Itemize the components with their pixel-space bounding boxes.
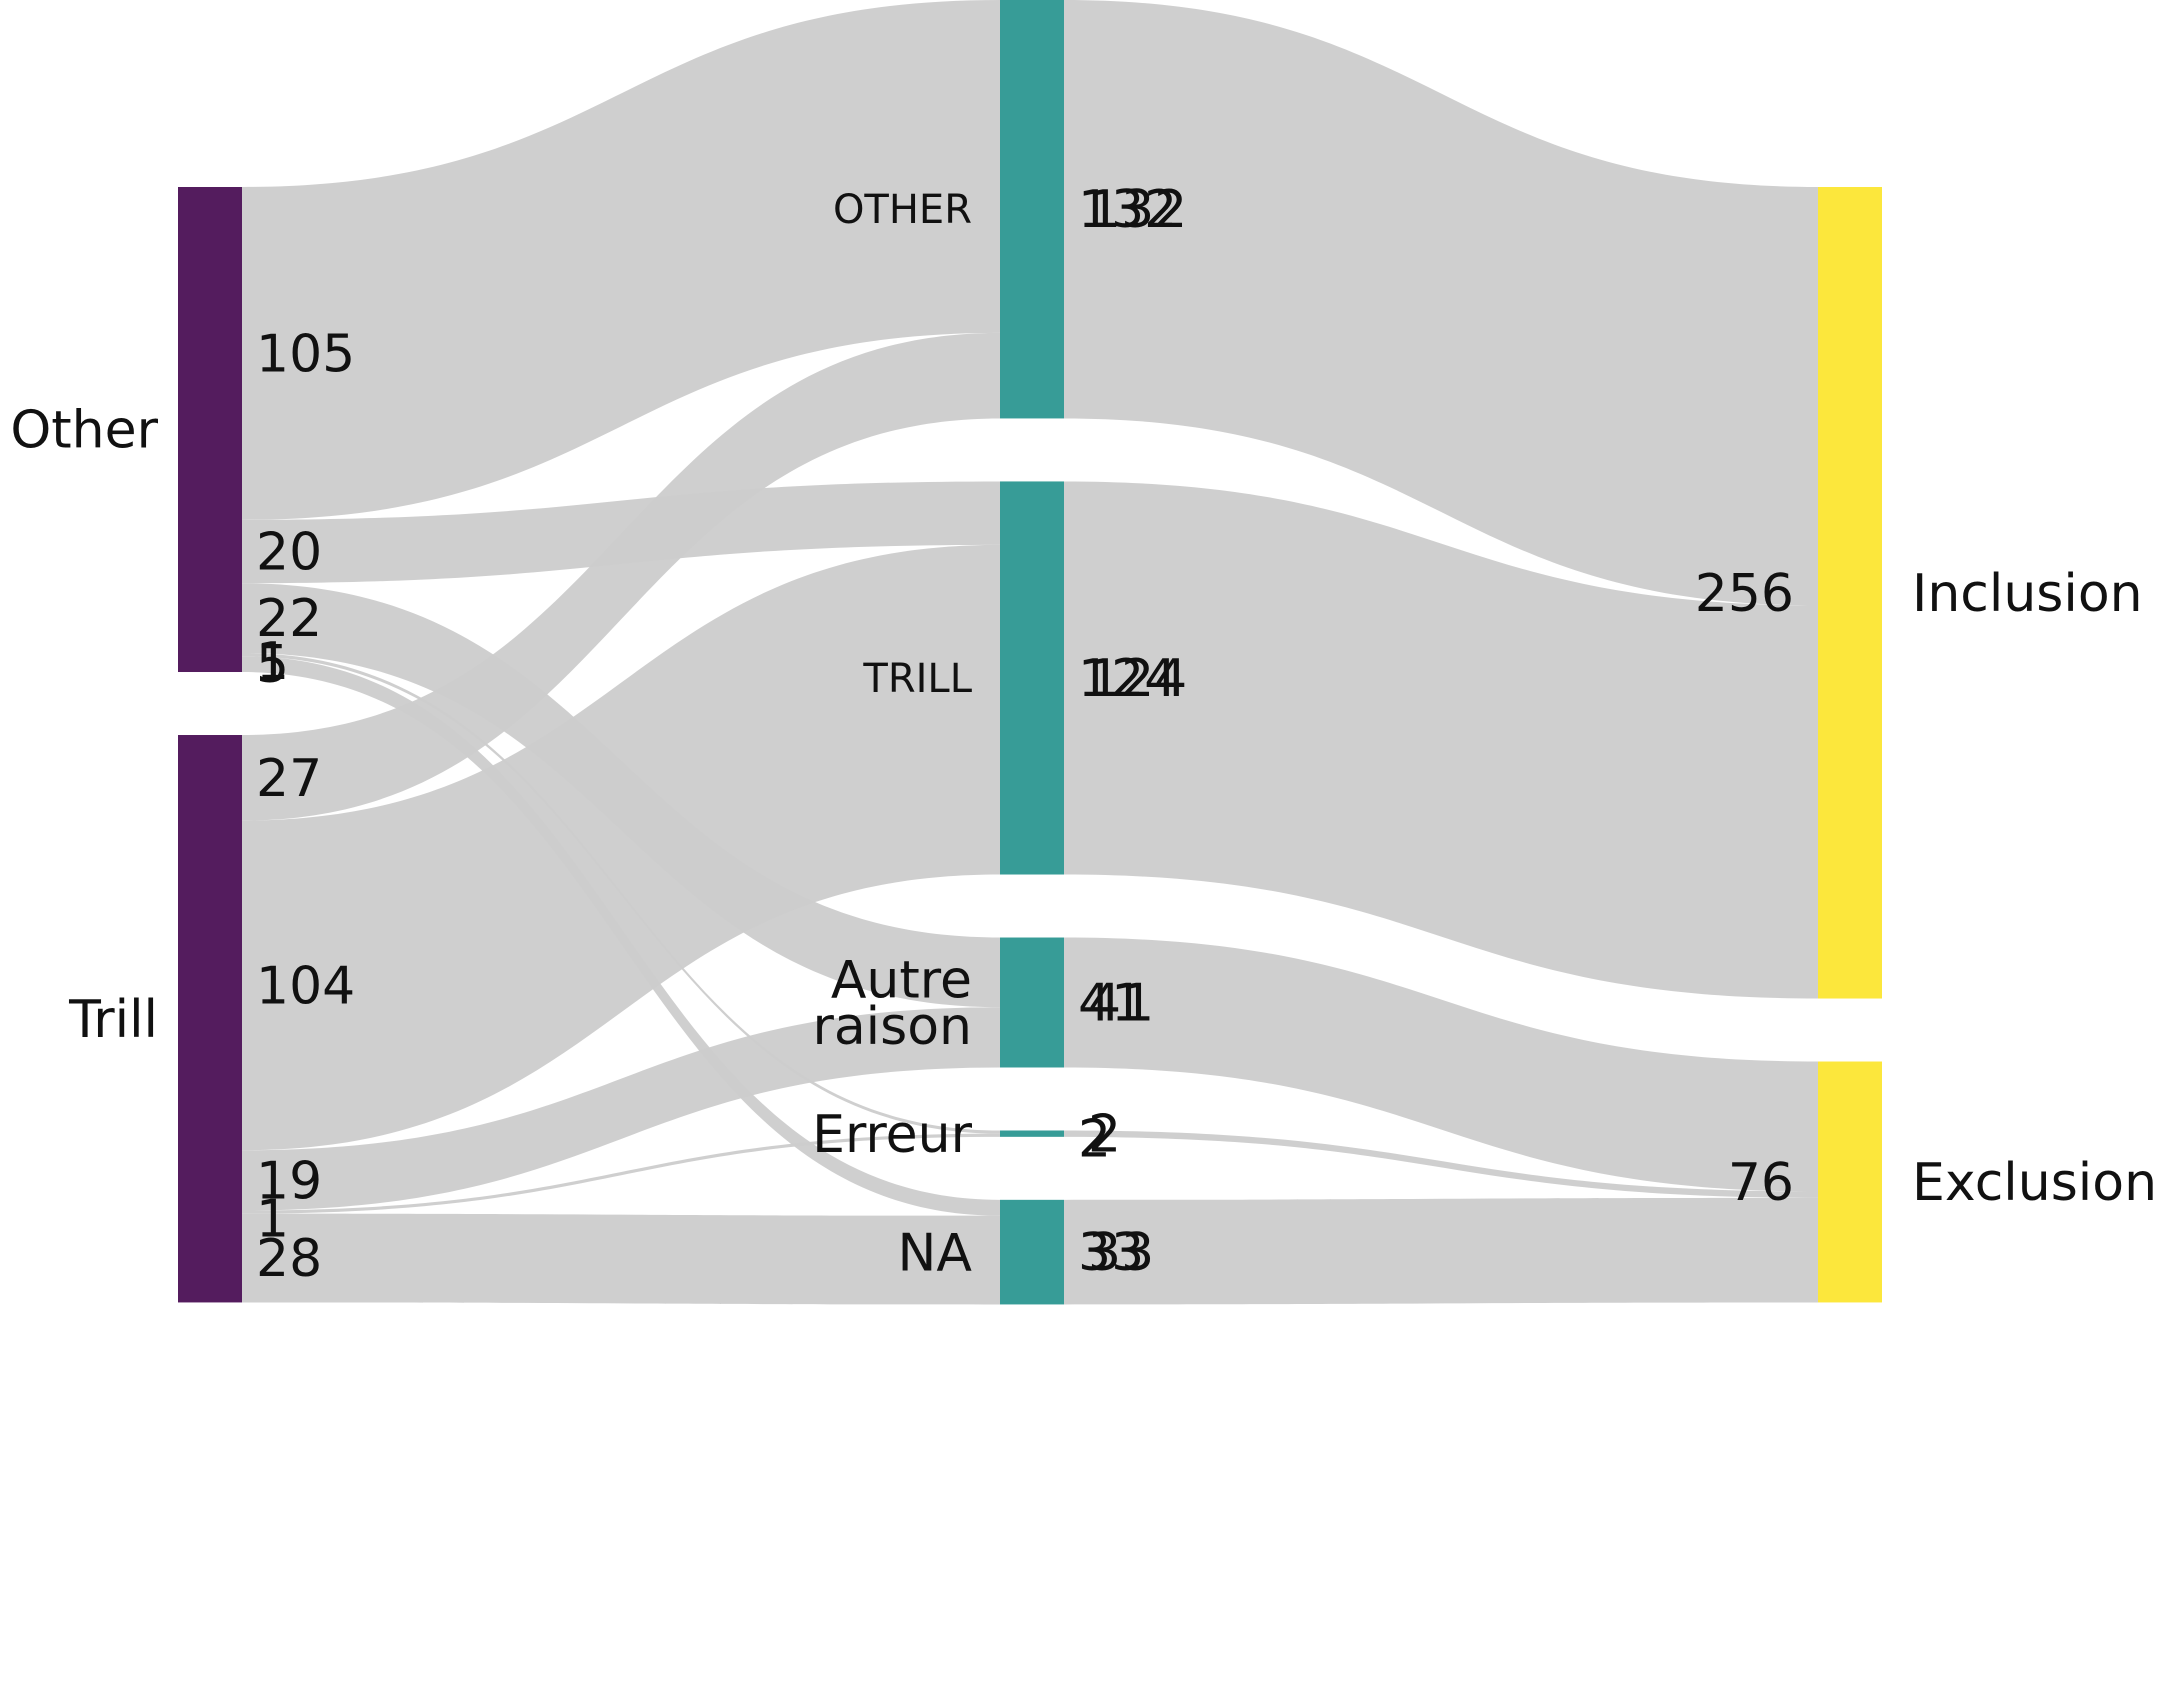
link-value-label-trill-OTHER: 27 [256,749,322,809]
node-label-na: NA [898,1223,973,1283]
sankey-labels: 105202215271041912813212441233OtherTrill… [10,180,2157,1289]
link-value-label-trill-na: 28 [256,1229,322,1289]
link-other-TRILL [242,481,1000,584]
link-TRILL-inclusion [1064,481,1818,999]
node-label-inclusion: Inclusion [1912,564,2143,624]
node-other [178,187,242,673]
node-trill [178,735,242,1303]
link-trill-TRILL [242,544,1000,1151]
node-label-OTHER: OTHER [833,187,972,233]
node-label-other: Other [10,401,158,461]
link-value-label-other-autre: 22 [256,589,322,649]
link-value-label-other-na: 5 [256,635,289,695]
link-autre-exclusion [1064,937,1818,1192]
link-value-label-autre-exclusion: 41 [1078,974,1144,1034]
node-label-autre: raison [812,997,972,1057]
node-label-exclusion: Exclusion [1912,1153,2157,1213]
link-value-label-other-TRILL: 20 [256,523,322,583]
link-OTHER-inclusion [1064,0,1818,606]
link-value-label-other-OTHER: 105 [256,324,355,384]
link-trill-OTHER [242,332,1000,821]
node-value-label-TRILL: 124 [1088,649,1187,709]
link-erreur-exclusion [1064,1130,1818,1198]
node-value-label-exclusion: 76 [1728,1153,1794,1213]
node-autre [1000,937,1064,1068]
link-other-OTHER [242,0,1000,520]
sankey-links [242,0,1818,1305]
node-label-erreur: Erreur [812,1105,973,1165]
node-value-label-OTHER: 132 [1088,180,1187,240]
node-value-label-inclusion: 256 [1695,564,1794,624]
link-value-label-erreur-exclusion: 2 [1078,1109,1111,1169]
node-na [1000,1199,1064,1305]
node-label-autre: Autre [831,950,972,1010]
node-OTHER [1000,0,1064,419]
link-trill-autre [242,1007,1000,1211]
link-value-label-TRILL-inclusion: 124 [1078,649,1177,709]
link-value-label-na-exclusion: 33 [1078,1223,1144,1283]
node-inclusion [1818,187,1882,999]
node-erreur [1000,1130,1064,1137]
node-TRILL [1000,481,1064,875]
link-trill-erreur [242,1133,1000,1214]
node-value-label-erreur: 2 [1088,1105,1121,1165]
node-value-label-na: 33 [1088,1223,1154,1283]
link-value-label-OTHER-inclusion: 132 [1078,180,1177,240]
sankey-nodes [178,0,1882,1305]
link-value-label-trill-erreur: 1 [256,1190,289,1250]
node-label-trill: Trill [68,990,158,1050]
node-label-TRILL: TRILL [862,656,972,702]
node-exclusion [1818,1061,1882,1303]
link-trill-na [242,1213,1000,1305]
node-value-label-autre: 41 [1088,974,1154,1034]
link-value-label-trill-autre: 19 [256,1151,322,1211]
link-na-exclusion [1064,1197,1818,1305]
link-value-label-other-erreur: 1 [256,632,289,692]
link-value-label-trill-TRILL: 104 [256,956,355,1016]
